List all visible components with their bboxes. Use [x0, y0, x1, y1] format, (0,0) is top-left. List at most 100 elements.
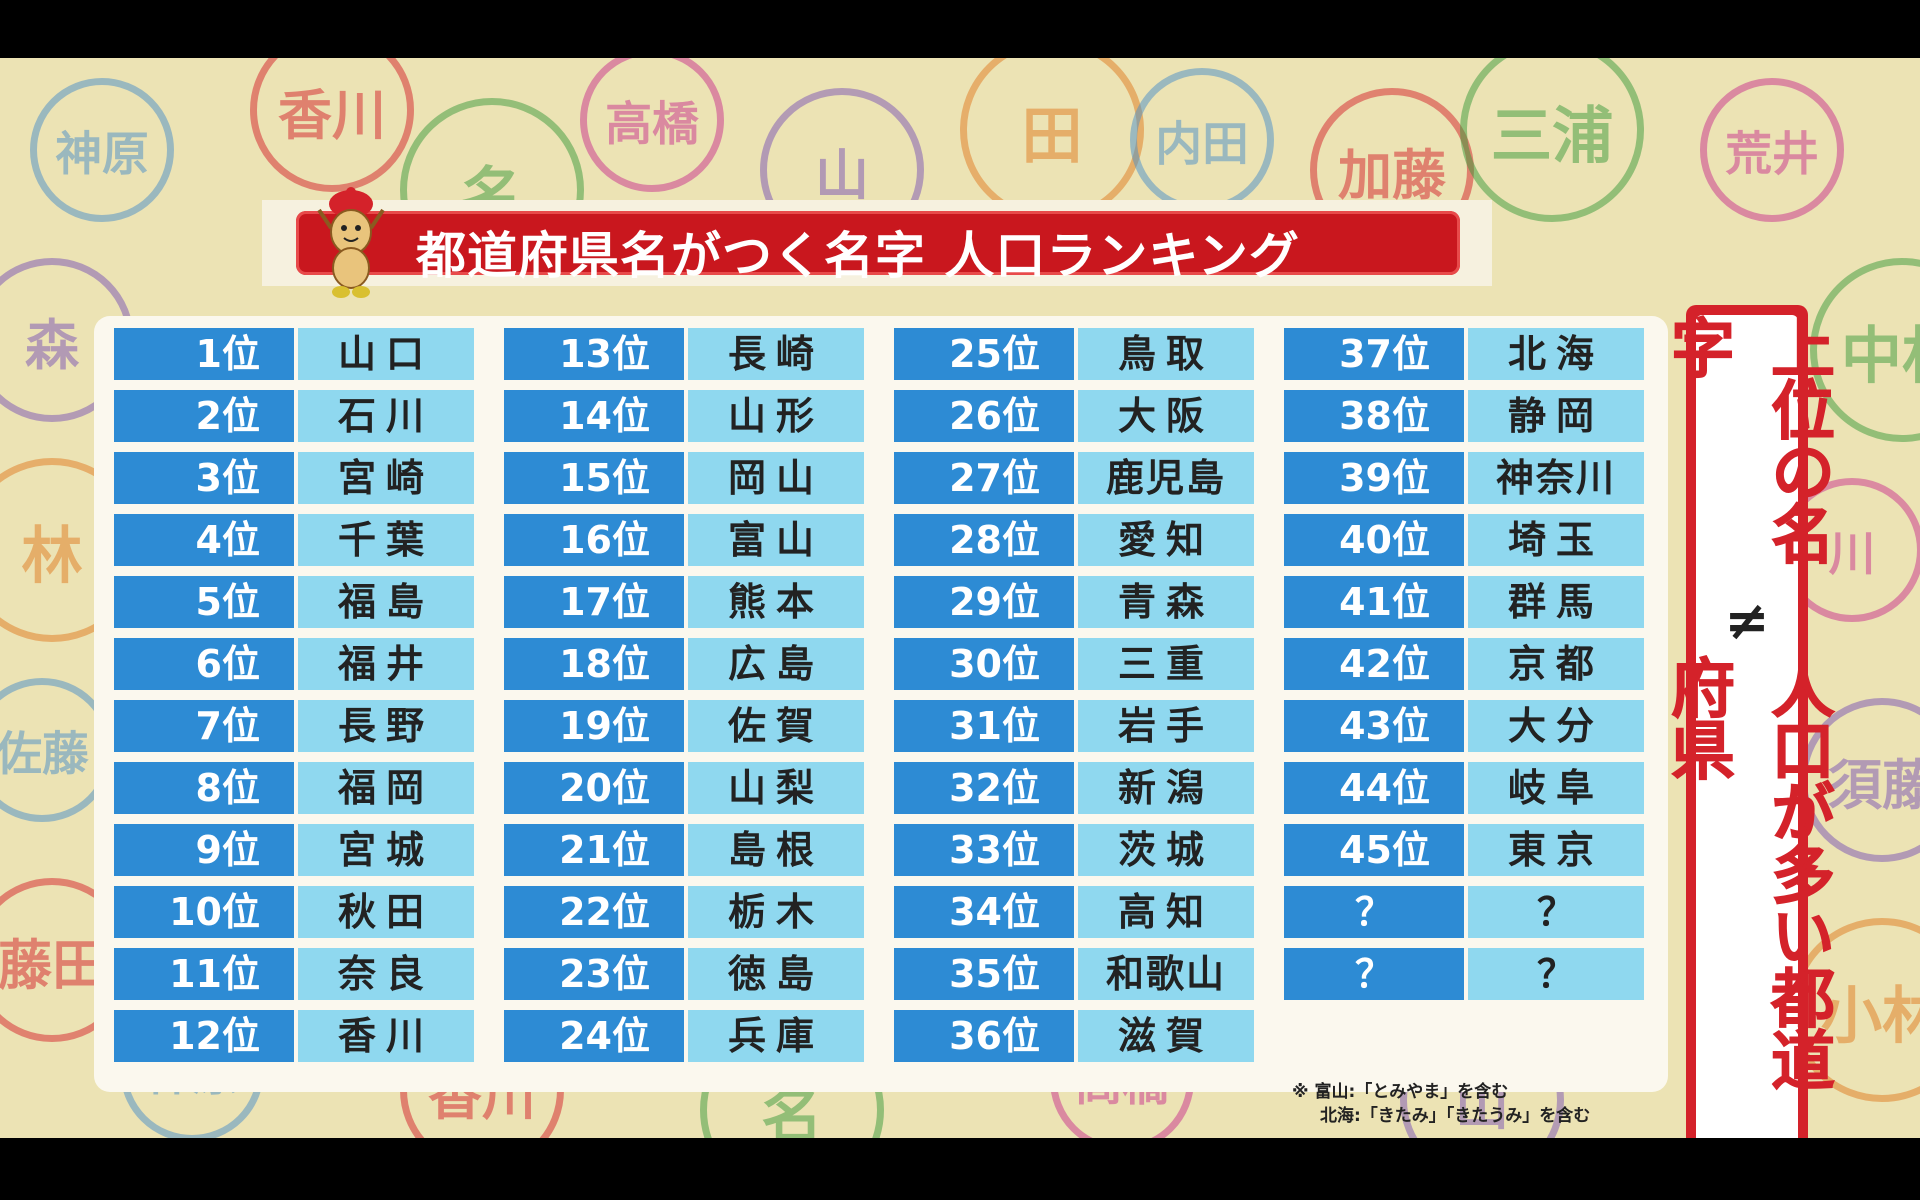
prefecture-name: 愛知 [1078, 514, 1254, 566]
prefecture-name: 大分 [1468, 700, 1644, 752]
prefecture-name: 宮崎 [298, 452, 474, 504]
side-caption-line-2: 人口が多い都道府県 [1660, 655, 1835, 1090]
rank-label: 26位 [894, 390, 1074, 442]
prefecture-name: 徳島 [688, 948, 864, 1000]
prefecture-name: 富山 [688, 514, 864, 566]
prefecture-name: 大阪 [1078, 390, 1254, 442]
page-title: 都道府県名がつく名字 人口ランキング [416, 227, 1300, 285]
prefecture-name: 青森 [1078, 576, 1254, 628]
rank-label: 10位 [114, 886, 294, 938]
rank-label: 45位 [1284, 824, 1464, 876]
rank-label: 30位 [894, 638, 1074, 690]
prefecture-name: 広島 [688, 638, 864, 690]
rank-label: 37位 [1284, 328, 1464, 380]
prefecture-name: 秋田 [298, 886, 474, 938]
rank-label: 27位 [894, 452, 1074, 504]
rank-label: 12位 [114, 1010, 294, 1062]
name-stamp: 田 [960, 58, 1144, 222]
name-stamp: 三浦 [1460, 58, 1644, 222]
rank-label: 7位 [114, 700, 294, 752]
rank-label: 40位 [1284, 514, 1464, 566]
side-caption-line-1: 上位の名字 [1660, 314, 1835, 563]
rank-label: 31位 [894, 700, 1074, 752]
prefecture-name: 岩手 [1078, 700, 1254, 752]
rank-label: 18位 [504, 638, 684, 690]
rank-label: 42位 [1284, 638, 1464, 690]
prefecture-name: 京都 [1468, 638, 1644, 690]
prefecture-name: 山口 [298, 328, 474, 380]
prefecture-name: 福井 [298, 638, 474, 690]
side-caption-inner: 上位の名字 ≠ 人口が多い都道府県 [1660, 314, 1835, 1138]
footnote-line-1: ※ 富山:「とみやま」を含む [1292, 1082, 1509, 1102]
rank-label: 14位 [504, 390, 684, 442]
rank-label: 28位 [894, 514, 1074, 566]
rank-label: 39位 [1284, 452, 1464, 504]
tv-screen: 神原香川名高橋山田内田加藤三浦荒井森林佐藤藤田中村川須藤小林神原香川名高橋山 都… [0, 58, 1920, 1138]
prefecture-name: 高知 [1078, 886, 1254, 938]
prefecture-name: 岐阜 [1468, 762, 1644, 814]
prefecture-name: 鹿児島 [1078, 452, 1254, 504]
rank-label: 8位 [114, 762, 294, 814]
rank-label: 1位 [114, 328, 294, 380]
prefecture-name: 群馬 [1468, 576, 1644, 628]
prefecture-name: 佐賀 [688, 700, 864, 752]
prefecture-name: 千葉 [298, 514, 474, 566]
rank-label: 33位 [894, 824, 1074, 876]
rank-label: 25位 [894, 328, 1074, 380]
prefecture-name: 山形 [688, 390, 864, 442]
prefecture-name: 鳥取 [1078, 328, 1254, 380]
prefecture-name: 長野 [298, 700, 474, 752]
rank-label: 36位 [894, 1010, 1074, 1062]
name-stamp: 高橋 [580, 58, 724, 192]
rank-label: 24位 [504, 1010, 684, 1062]
rank-label: 5位 [114, 576, 294, 628]
prefecture-name: 岡山 [688, 452, 864, 504]
prefecture-name: 島根 [688, 824, 864, 876]
rank-label: 15位 [504, 452, 684, 504]
prefecture-name: 熊本 [688, 576, 864, 628]
name-stamp: 森 [0, 258, 134, 422]
prefecture-name: 福岡 [298, 762, 474, 814]
footnote-line-2: 北海:「きたみ」「きたうみ」を含む [1320, 1106, 1591, 1126]
name-stamp: 香川 [250, 58, 414, 192]
prefecture-name: 香川 [298, 1010, 474, 1062]
prefecture-name: 福島 [298, 576, 474, 628]
prefecture-name: 三重 [1078, 638, 1254, 690]
prefecture-name: 埼玉 [1468, 514, 1644, 566]
peanut-mascot-icon [317, 187, 385, 298]
rank-label: 11位 [114, 948, 294, 1000]
rank-label: ？ [1284, 948, 1464, 1000]
rank-label: 22位 [504, 886, 684, 938]
rank-label: 32位 [894, 762, 1074, 814]
prefecture-name: ？ [1468, 948, 1644, 1000]
prefecture-name: 栃木 [688, 886, 864, 938]
rank-label: 29位 [894, 576, 1074, 628]
name-stamp: 神原 [30, 78, 174, 222]
prefecture-name: ？ [1468, 886, 1644, 938]
prefecture-name: 兵庫 [688, 1010, 864, 1062]
prefecture-name: 石川 [298, 390, 474, 442]
rank-label: 43位 [1284, 700, 1464, 752]
rank-label: 2位 [114, 390, 294, 442]
prefecture-name: 奈良 [298, 948, 474, 1000]
prefecture-name: 新潟 [1078, 762, 1254, 814]
prefecture-name: 山梨 [688, 762, 864, 814]
prefecture-name: 滋賀 [1078, 1010, 1254, 1062]
rank-label: 17位 [504, 576, 684, 628]
prefecture-name: 和歌山 [1078, 948, 1254, 1000]
name-stamp: 荒井 [1700, 78, 1844, 222]
rank-label: 9位 [114, 824, 294, 876]
prefecture-name: 静岡 [1468, 390, 1644, 442]
rank-label: 21位 [504, 824, 684, 876]
prefecture-name: 東京 [1468, 824, 1644, 876]
footnote: ※ 富山:「とみやま」を含む 北海:「きたみ」「きたうみ」を含む [1292, 1080, 1590, 1128]
prefecture-name: 宮城 [298, 824, 474, 876]
rank-label: 16位 [504, 514, 684, 566]
title-bar: 都道府県名がつく名字 人口ランキング [296, 211, 1460, 285]
rank-label: 41位 [1284, 576, 1464, 628]
rank-label: 4位 [114, 514, 294, 566]
rank-label: 13位 [504, 328, 684, 380]
rank-label: 44位 [1284, 762, 1464, 814]
rank-label: 34位 [894, 886, 1074, 938]
rank-label: 6位 [114, 638, 294, 690]
